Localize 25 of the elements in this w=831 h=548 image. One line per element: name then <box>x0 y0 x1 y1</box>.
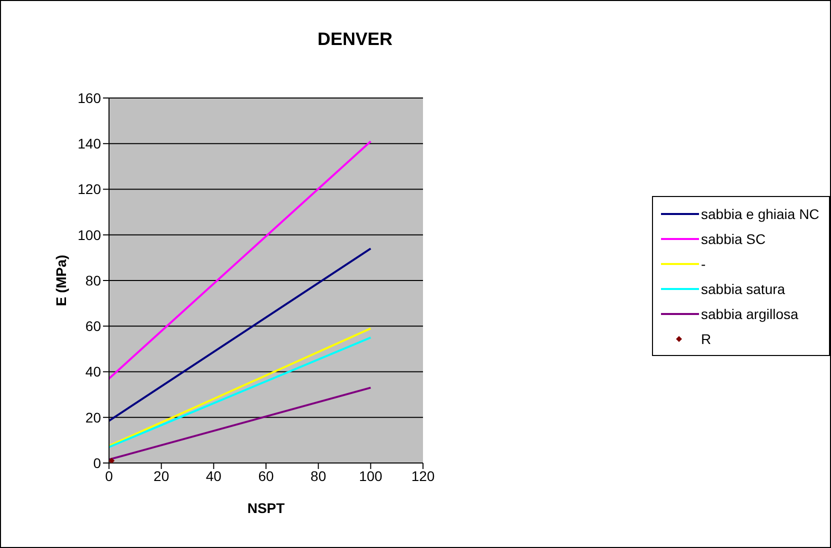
legend-label: sabbia satura <box>701 280 786 296</box>
y-tick-label: 140 <box>78 136 102 152</box>
x-tick-label: 0 <box>105 468 114 484</box>
legend-label: sabbia argillosa <box>701 306 798 322</box>
x-tick-label: 120 <box>411 468 435 484</box>
x-tick-label: 60 <box>258 468 274 484</box>
y-tick-label: 120 <box>78 181 102 198</box>
y-tick-label: 60 <box>85 318 102 334</box>
chart-title: DENVER <box>316 29 394 50</box>
legend-label: sabbia SC <box>701 230 766 246</box>
x-tick-label: 20 <box>154 468 170 484</box>
x-tick-label: 100 <box>358 468 383 484</box>
y-tick-label: 160 <box>78 90 102 106</box>
legend-label: R <box>701 330 712 346</box>
y-axis-title: E (MPa) <box>52 254 69 306</box>
x-axis-title: NSPT <box>247 500 286 516</box>
legend-label: - <box>701 256 706 272</box>
y-tick-label: 100 <box>78 226 102 243</box>
legend-label: sabbia e ghiaia NC <box>701 206 820 222</box>
y-tick-label: 80 <box>85 272 102 288</box>
y-tick-label: 0 <box>93 454 102 471</box>
y-tick-label: 20 <box>85 409 102 426</box>
y-tick-label: 40 <box>85 364 102 380</box>
x-tick-label: 80 <box>310 468 326 484</box>
x-tick-label: 40 <box>206 468 222 484</box>
